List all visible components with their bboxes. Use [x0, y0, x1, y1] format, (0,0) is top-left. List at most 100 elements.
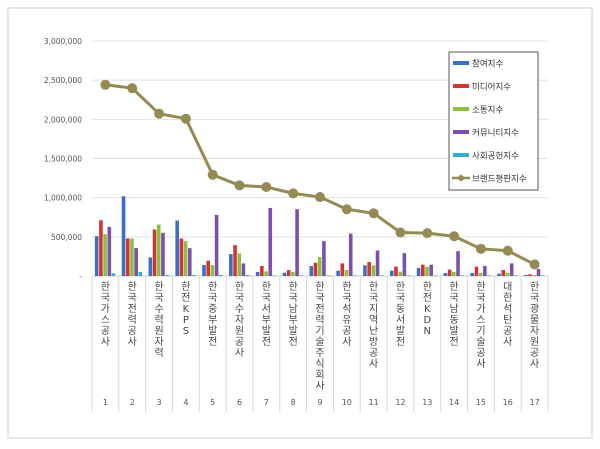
x-rank-label: 11 [369, 398, 379, 407]
bar-5-2 [138, 272, 143, 276]
x-rank-label: 15 [476, 398, 486, 407]
bar-3-6 [237, 253, 242, 276]
bar-4-14 [456, 251, 460, 276]
brand-index-point [315, 192, 325, 203]
bar-4-3 [161, 232, 165, 276]
y-tick-label: 1,000,000 [44, 194, 82, 203]
brand-index-point [395, 227, 406, 238]
bar-3-17 [532, 274, 537, 276]
bar-4-2 [134, 248, 138, 276]
bar-4-16 [509, 263, 514, 276]
x-rank-label: 12 [395, 398, 405, 407]
bar-1-12 [389, 270, 394, 276]
legend-swatch [453, 107, 469, 111]
bar-1-8 [282, 272, 287, 276]
bar-1-1 [94, 236, 99, 276]
bar-1-9 [309, 266, 314, 276]
legend-swatch [453, 130, 469, 134]
x-rank-label: 7 [264, 398, 269, 407]
legend-label: 사회공헌지수 [472, 152, 519, 162]
x-rank-label: 16 [503, 398, 513, 407]
bar-2-11 [367, 262, 371, 276]
legend-swatch [453, 84, 469, 88]
brand-index-point [261, 182, 272, 193]
x-rank-label: 13 [422, 398, 432, 407]
bar-3-5 [210, 265, 215, 276]
bar-5-11 [379, 275, 384, 276]
bar-5-14 [460, 275, 465, 276]
brand-index-point [180, 113, 191, 124]
brand-index-point [529, 259, 540, 270]
legend-box [448, 51, 539, 191]
bar-3-14 [452, 272, 456, 276]
x-rank-label: 3 [157, 398, 162, 407]
bar-5-3 [165, 274, 169, 276]
bar-2-6 [233, 245, 237, 276]
bar-5-12 [406, 275, 411, 276]
bar-5-10 [353, 275, 357, 276]
legend-label: 참여지수 [472, 59, 503, 70]
bar-4-9 [322, 241, 326, 276]
bar-4-5 [214, 214, 219, 276]
bar-5-5 [219, 274, 223, 276]
bar-4-10 [348, 233, 353, 276]
bar-3-7 [264, 271, 268, 276]
x-rank-label: 1 [103, 398, 108, 407]
bar-2-8 [286, 270, 291, 276]
bar-5-16 [514, 275, 518, 276]
legend-swatch [453, 61, 469, 65]
y-tick-label: 1,500,000 [44, 155, 82, 164]
bar-2-2 [125, 238, 130, 276]
bar-4-4 [187, 248, 192, 276]
brand-index-point [475, 243, 486, 254]
bar-5-4 [192, 274, 196, 276]
bar-3-4 [183, 241, 188, 276]
bar-4-6 [241, 263, 246, 276]
bar-2-4 [179, 238, 184, 276]
brand-index-point [449, 231, 460, 242]
bar-1-15 [470, 273, 475, 276]
brand-index-point [207, 169, 218, 180]
x-rank-label: 14 [449, 398, 459, 407]
bar-2-3 [152, 229, 157, 276]
brand-index-point [234, 180, 245, 191]
bar-3-8 [291, 272, 295, 276]
bar-5-6 [245, 274, 250, 276]
legend-label: 소통지수 [472, 106, 503, 116]
y-tick-label: 2,500,000 [44, 76, 82, 85]
y-tick-label: 3,000,000 [44, 37, 82, 46]
brand-index-point [341, 204, 352, 215]
bar-1-5 [202, 265, 206, 276]
legend-label: 브랜드평판지수 [472, 174, 527, 185]
bar-2-5 [206, 260, 211, 276]
brand-index-point [422, 228, 433, 239]
x-rank-label: 6 [237, 398, 242, 407]
brand-index-point [154, 108, 165, 119]
bar-2-16 [501, 270, 506, 276]
bar-5-17 [540, 275, 545, 276]
x-rank-label: 8 [291, 398, 296, 407]
bar-1-14 [443, 273, 448, 276]
legend-marker [458, 175, 464, 181]
bar-2-12 [394, 266, 398, 276]
y-tick-label: - [79, 272, 82, 281]
bar-3-13 [425, 266, 429, 276]
bar-2-13 [420, 264, 425, 276]
bar-5-13 [433, 275, 438, 276]
x-rank-label: 2 [130, 398, 135, 407]
bar-4-7 [268, 207, 273, 276]
bar-3-11 [371, 265, 376, 276]
bar-2-17 [528, 274, 532, 276]
bar-4-1 [107, 226, 112, 276]
bar-4-11 [375, 250, 380, 276]
